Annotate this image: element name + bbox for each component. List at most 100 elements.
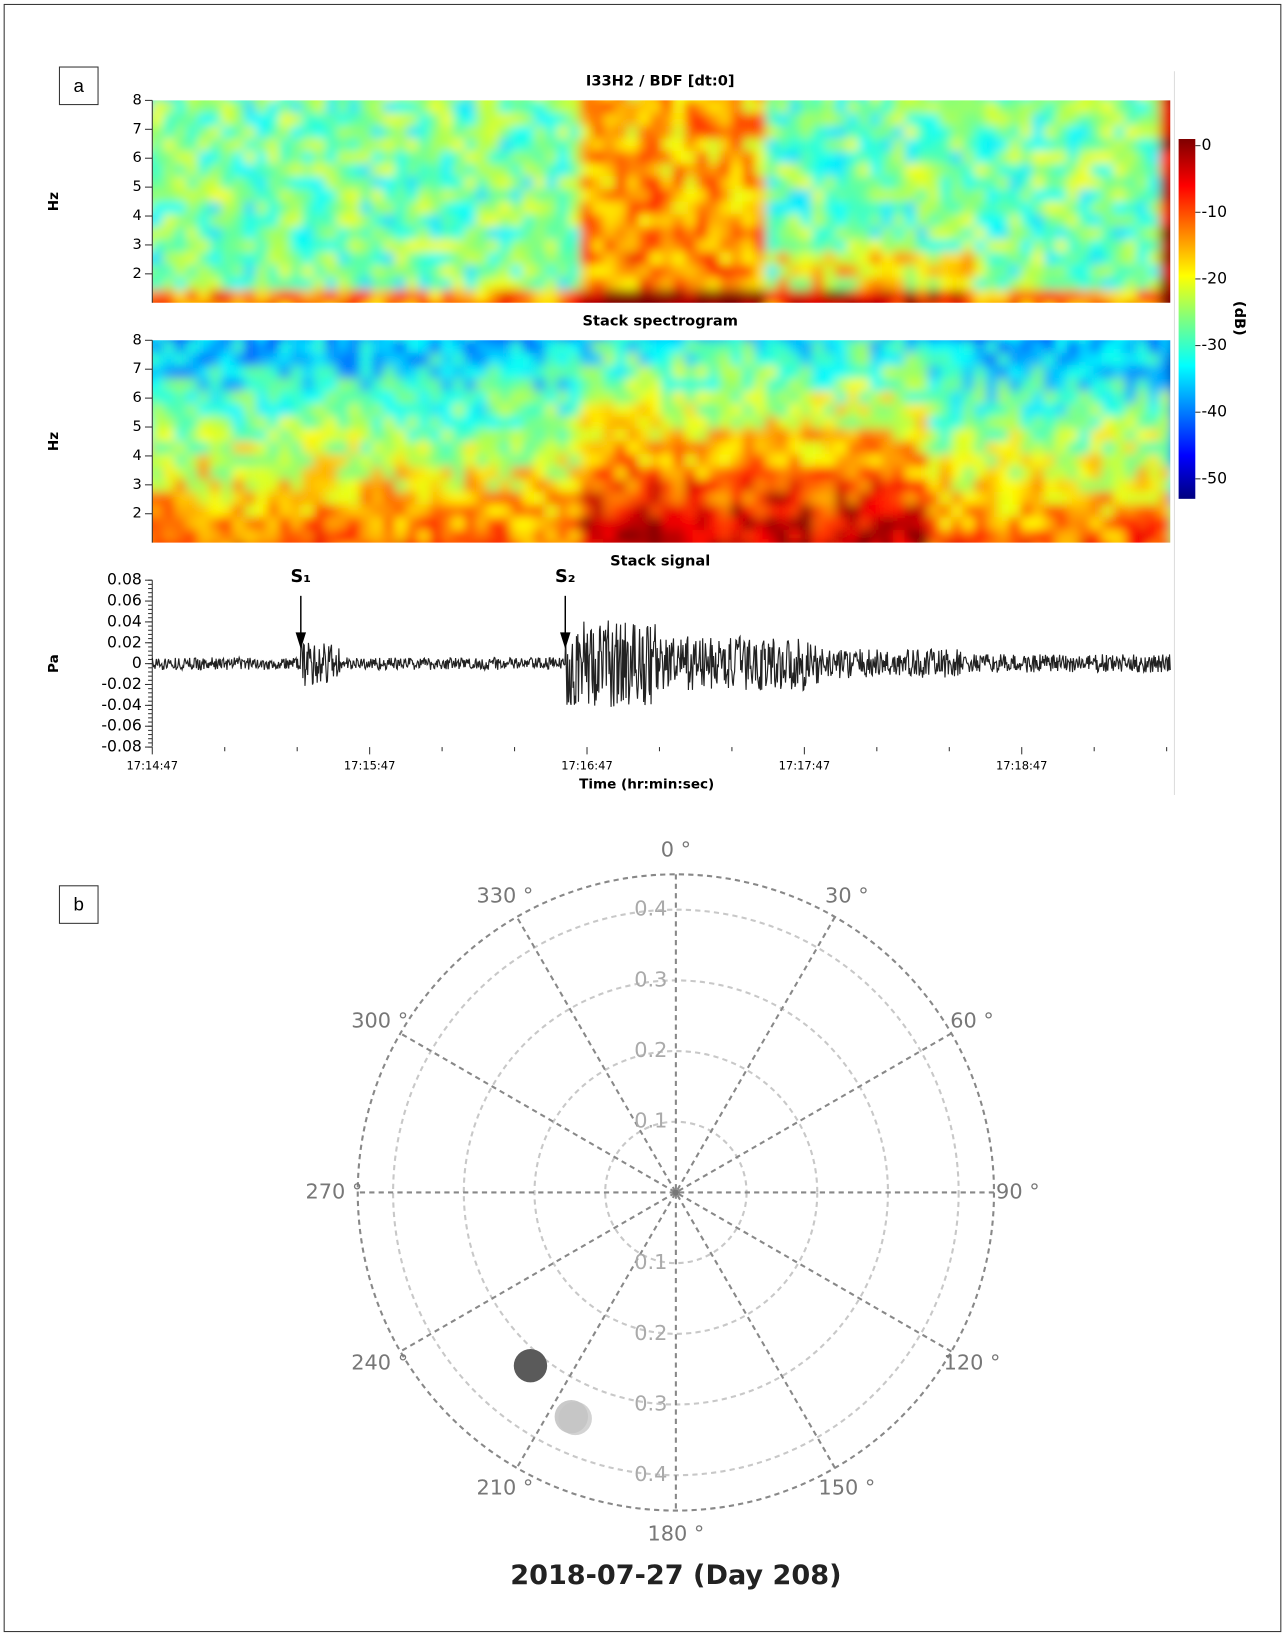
spectrogram-cell [487, 365, 500, 379]
spectrogram-cell [939, 479, 952, 493]
spectrogram-cell [186, 353, 199, 367]
spectrogram-cell [951, 214, 964, 228]
spectrogram-cell [1136, 390, 1149, 405]
spectrogram-cell [359, 428, 373, 443]
y-tick-label: 4 [133, 447, 142, 464]
spectrogram-cell [475, 529, 489, 543]
spectrogram-cell [371, 466, 384, 480]
spectrogram-cell [638, 290, 651, 303]
spectrogram-cell [869, 479, 883, 493]
spectrogram-cell [835, 290, 848, 303]
spectrogram-cell [939, 100, 952, 102]
spectrogram-cell [962, 390, 975, 405]
spectrogram-cell [325, 100, 338, 102]
spectrogram-cell [696, 176, 709, 190]
spectrogram-cell [916, 214, 929, 228]
x-tick-label: 17:17:47 [779, 758, 831, 772]
spectrogram-cell [556, 239, 570, 253]
spectrogram-cell [383, 403, 396, 417]
spectrogram-cell [951, 403, 964, 417]
spectrogram-cell [916, 353, 929, 367]
spectrogram-cell [846, 138, 859, 152]
spectrogram-cell [661, 264, 674, 278]
spectrogram-cell [869, 252, 883, 266]
spectrogram-cell [441, 529, 454, 543]
spectrogram-cell [1090, 340, 1103, 354]
spectrogram-cell [441, 277, 454, 291]
spectrogram-cell [1113, 340, 1126, 354]
spectrogram-cell [545, 378, 558, 392]
spectrogram-cell [197, 151, 210, 165]
spectrogram-cell [869, 100, 883, 102]
spectrogram-cell [1171, 113, 1183, 126]
spectrogram-cell [152, 428, 164, 443]
spectrogram-cell [1090, 100, 1103, 114]
spectrogram-cell [1043, 504, 1056, 518]
spectrogram-cell [417, 378, 431, 392]
spectrogram-cell [1159, 441, 1171, 455]
spectrogram-cell [684, 390, 697, 405]
spectrogram-cell [1136, 226, 1149, 241]
spectrogram-cell [522, 454, 535, 468]
spectrogram-cell [174, 151, 187, 165]
spectrogram-cell [568, 188, 581, 203]
spectrogram-cell [1113, 214, 1126, 228]
spectrogram-cell [545, 100, 558, 102]
spectrogram-cell [533, 365, 547, 379]
spectrogram-cell [719, 214, 732, 228]
spectrogram-cell [487, 491, 500, 506]
spectrogram-cell [186, 428, 199, 443]
spectrogram-cell [626, 441, 639, 455]
spectrogram-cell [1020, 403, 1033, 417]
spectrogram-cell [893, 365, 906, 379]
spectrogram-cell [974, 138, 987, 152]
spectrogram-cell [707, 378, 720, 392]
spectrogram-cell [788, 416, 801, 430]
spectrogram-cell [140, 530, 152, 543]
spectrogram-cell [1148, 466, 1161, 480]
spectrogram-cell [893, 302, 906, 303]
r-grid [533, 1050, 819, 1335]
spectrogram-cell [568, 176, 581, 190]
spectrogram-cell [417, 239, 431, 253]
spectrogram-cell [974, 390, 987, 405]
spectrogram-cell [765, 264, 778, 278]
spectrogram-cell [893, 428, 906, 443]
spectrogram-cell [869, 188, 883, 203]
spectrogram-cell [464, 176, 477, 190]
spectrogram-cell [1159, 176, 1171, 190]
spectrogram-cell [1055, 214, 1068, 228]
spectrogram-cell [1090, 466, 1103, 480]
spectrogram-cell [881, 100, 894, 114]
spectrogram-cell [939, 340, 952, 342]
spectrogram-cell [916, 441, 929, 455]
spectrogram-cell [1066, 479, 1080, 493]
spectrogram-cell [591, 125, 604, 140]
spectrogram-cell [951, 454, 964, 468]
spectrogram-cell [152, 188, 164, 203]
spectrogram-cell [753, 390, 767, 405]
spectrogram-cell [464, 239, 477, 253]
spectrogram-cell [939, 214, 952, 228]
spectrogram-cell [985, 378, 998, 392]
spectrogram-cell [1008, 290, 1022, 303]
spectrogram-cell [406, 466, 419, 480]
spectrogram-cell [556, 365, 570, 379]
spectrogram-cell [684, 226, 697, 241]
spectrogram-cell [916, 125, 929, 140]
spectrogram-cell [452, 479, 465, 493]
spectrogram-cell [626, 340, 639, 354]
spectrogram-cell [997, 290, 1010, 303]
spectrogram-cell [904, 277, 917, 291]
spectrogram-cell [881, 239, 894, 253]
spectrogram-cell [383, 138, 396, 152]
spectrogram-cell [464, 113, 477, 127]
spectrogram-cell [835, 517, 848, 531]
spectrogram-cell [649, 176, 662, 190]
point [558, 1401, 592, 1436]
spectrogram-cell [869, 441, 883, 455]
spectrogram-cell [591, 466, 604, 480]
spectrogram-cell [336, 252, 349, 266]
spectrogram-cell [835, 201, 848, 215]
spectrogram-cell [927, 340, 941, 354]
